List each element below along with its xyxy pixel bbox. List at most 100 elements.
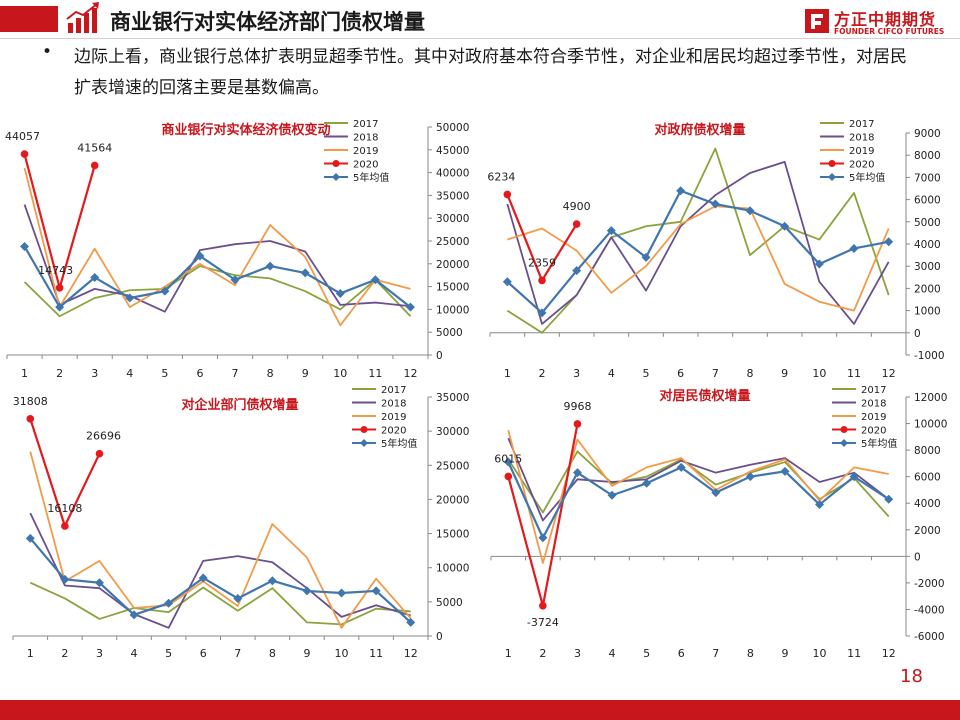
chart-title: 对企业部门债权增量 [181,397,298,413]
data-point-2020 [504,472,513,481]
data-point-5yr-avg [300,268,310,278]
chart-title: 商业银行对实体经济债权变动 [161,122,330,138]
data-point-5yr-avg [849,472,859,482]
x-tick-label: 6 [196,367,203,380]
legend-label: 2020 [353,160,378,171]
x-tick-label: 11 [368,367,382,380]
legend-label: 5年均值 [849,171,885,184]
data-label-2020: 26696 [86,430,121,443]
legend-label: 5年均值 [353,171,389,184]
data-point-5yr-avg [538,533,548,543]
y-tick-label: 35000 [436,392,469,404]
logo-text-en: FOUNDER CIFCO FUTURES [834,27,945,36]
x-tick-label: 7 [712,367,719,380]
x-tick-label: 2 [56,367,63,380]
y-tick-label: 2000 [914,283,941,295]
x-tick-label: 4 [608,367,615,380]
series-line-2017 [506,147,890,334]
data-point-5yr-avg [129,610,139,620]
legend-marker [332,160,340,167]
data-point-5yr-avg [676,462,686,472]
data-point-5yr-avg [90,272,100,282]
x-tick-label: 2 [61,647,68,660]
data-label-2020: 44057 [5,130,40,143]
bar-growth-arrow-icon [66,2,99,33]
data-point-5yr-avg [25,533,35,543]
x-tick-label: 8 [747,647,754,660]
x-tick-label: 3 [573,367,580,380]
x-tick-label: 12 [882,647,896,660]
x-tick-label: 8 [747,367,754,380]
data-label-2020: -3724 [527,616,559,629]
data-label-2020: 9968 [563,400,591,413]
y-tick-label: 0 [436,350,443,362]
y-tick-label: 45000 [436,145,469,157]
series-line-2018 [506,160,890,325]
data-point-5yr-avg [745,472,755,482]
y-tick-label: 8000 [914,445,941,457]
legend-marker [828,160,836,167]
y-tick-label: 2000 [914,525,941,537]
x-tick-label: 5 [643,647,650,660]
title-accent-bar [0,6,58,32]
data-point-5yr-avg [371,586,381,596]
series-line-2019 [23,167,411,327]
data-point-5yr-avg [302,586,312,596]
y-tick-label: 10000 [436,304,469,316]
data-point-5yr-avg [606,226,616,236]
series-line-5年均值 [29,537,412,624]
data-point-2020 [95,449,104,458]
x-tick-label: 9 [781,367,788,380]
footer-bar [0,700,960,720]
y-tick-label: -4000 [914,604,945,616]
y-tick-label: 3000 [914,261,941,273]
data-point-2020 [539,601,547,610]
data-point-5yr-avg [849,243,859,253]
series-line-2018 [29,512,411,629]
x-tick-label: 4 [126,367,133,380]
x-tick-label: 6 [200,647,207,660]
data-point-2020 [572,220,581,228]
legend-marker [840,439,848,447]
data-point-5yr-avg [164,598,174,608]
data-point-5yr-avg [267,576,277,586]
x-tick-label: 5 [161,367,168,380]
y-tick-label: 30000 [436,426,469,438]
y-tick-label: -2000 [914,578,945,590]
x-tick-label: 1 [21,367,28,380]
x-tick-label: 9 [302,367,309,380]
legend-label: 2020 [849,160,874,171]
data-label-2020: 2359 [528,256,556,269]
x-tick-label: 3 [96,647,103,660]
x-tick-label: 10 [812,367,826,380]
series-line-2018 [507,437,890,522]
data-point-5yr-avg [676,186,686,196]
data-point-5yr-avg [230,275,240,285]
data-point-5yr-avg [406,617,416,627]
legend-label: 2020 [861,426,886,437]
y-tick-label: 12000 [914,392,947,404]
y-tick-label: 25000 [436,236,469,248]
data-point-2020 [538,276,546,285]
data-point-5yr-avg [780,221,790,231]
y-tick-label: 30000 [436,213,469,225]
data-point-5yr-avg [642,478,652,488]
y-tick-label: 10000 [436,563,469,575]
data-point-5yr-avg [337,588,347,598]
data-point-5yr-avg [814,259,824,269]
x-tick-label: 12 [882,367,896,380]
data-point-5yr-avg [711,488,721,498]
series-line-2017 [29,581,411,626]
data-point-5yr-avg [502,277,512,287]
y-tick-label: 5000 [914,217,941,229]
x-tick-label: 4 [609,647,616,660]
data-label-2020: 4900 [563,200,591,213]
x-tick-label: 2 [539,647,546,660]
series-line-2020 [507,423,579,607]
data-label-2020: 14743 [38,264,73,277]
x-tick-label: 5 [643,367,650,380]
data-point-5yr-avg [405,302,415,312]
legend-marker [360,426,368,433]
data-point-5yr-avg [641,252,651,262]
